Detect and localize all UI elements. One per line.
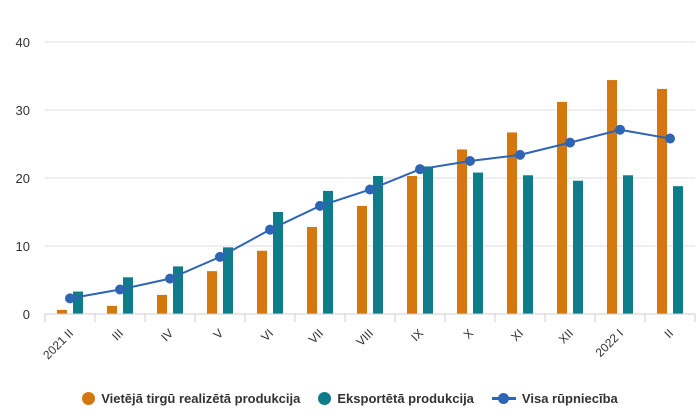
bar-domestic (257, 250, 267, 314)
bar-export (623, 175, 633, 314)
bar-domestic (207, 271, 217, 314)
x-tick-label: 2022 I (593, 326, 626, 359)
legend-item-export[interactable]: Eksportētā produkcija (318, 391, 474, 406)
bar-export (273, 212, 283, 314)
bar-domestic (607, 80, 617, 314)
x-tick-label: X (461, 326, 477, 342)
y-tick-label: 30 (16, 103, 30, 118)
point-total (215, 251, 225, 262)
x-tick-label: IX (408, 326, 426, 344)
legend-label-total: Visa rūpniecība (521, 390, 618, 406)
bar-domestic (307, 226, 317, 314)
point-total (565, 137, 575, 148)
y-tick-label: 40 (16, 35, 30, 50)
bar-export (573, 180, 583, 314)
point-total (615, 124, 625, 135)
x-tick-label: XII (556, 326, 576, 346)
point-total (665, 133, 675, 144)
point-total (65, 293, 75, 304)
bar-export (673, 186, 683, 314)
x-tick-label: IV (158, 326, 176, 344)
point-total (515, 149, 525, 160)
x-axis (44, 313, 696, 322)
point-total (315, 200, 325, 211)
x-tick-label: VII (306, 326, 326, 346)
bars (57, 80, 683, 314)
x-tick-label: V (211, 326, 227, 342)
bar-export (173, 266, 183, 314)
bar-domestic (157, 294, 167, 314)
bar-domestic (507, 132, 517, 314)
y-axis: 0 10 20 30 40 (16, 35, 30, 322)
x-tick-label: III (109, 326, 126, 343)
point-total (465, 156, 475, 166)
bar-domestic (457, 149, 467, 314)
bar-domestic (657, 88, 667, 314)
legend: Vietējā tirgū realizētā produkcija Ekspo… (0, 386, 700, 410)
legend-label-export: Eksportētā produkcija (337, 390, 474, 406)
x-tick-label: II (662, 326, 677, 341)
bar-export (423, 166, 433, 314)
bar-domestic (407, 175, 417, 314)
point-total (415, 164, 425, 175)
bar-export (223, 247, 233, 314)
bar-export (73, 291, 83, 314)
bar-domestic (357, 205, 367, 314)
y-tick-label: 20 (16, 171, 30, 186)
point-total (265, 224, 275, 235)
chart-plot: 0 10 20 30 40 2021 II III IV V VI VII VIII IX X XI XII… (16, 35, 696, 362)
bar-export (323, 190, 333, 314)
x-tick-labels: 2021 II III IV V VI VII VIII IX X XI XII 2022 I II (40, 326, 676, 362)
legend-item-total[interactable]: Visa rūpniecība (491, 390, 618, 406)
x-tick-label: VI (258, 326, 276, 344)
y-tick-label: 10 (16, 239, 30, 254)
gridlines (45, 41, 695, 247)
point-total (165, 273, 175, 284)
bar-domestic (107, 305, 117, 314)
line-series (65, 124, 675, 304)
bar-export (373, 175, 383, 314)
legend-item-domestic[interactable]: Vietējā tirgū realizētā produkcija (82, 391, 300, 406)
legend-label-domestic: Vietējā tirgū realizētā produkcija (101, 390, 301, 406)
bar-domestic (557, 101, 567, 314)
bar-export (123, 277, 133, 314)
bar-export (523, 175, 533, 314)
point-total (365, 184, 375, 195)
x-tick-label: VIII (353, 326, 376, 349)
legend-swatch-export (318, 391, 332, 405)
x-tick-label: XI (508, 326, 526, 344)
legend-swatch-total (491, 392, 516, 405)
y-tick-label: 0 (23, 307, 30, 322)
x-tick-label: 2021 II (40, 326, 76, 362)
bar-export (473, 172, 483, 314)
bar-domestic (57, 309, 67, 314)
point-total (115, 284, 125, 295)
legend-swatch-domestic (82, 391, 96, 405)
